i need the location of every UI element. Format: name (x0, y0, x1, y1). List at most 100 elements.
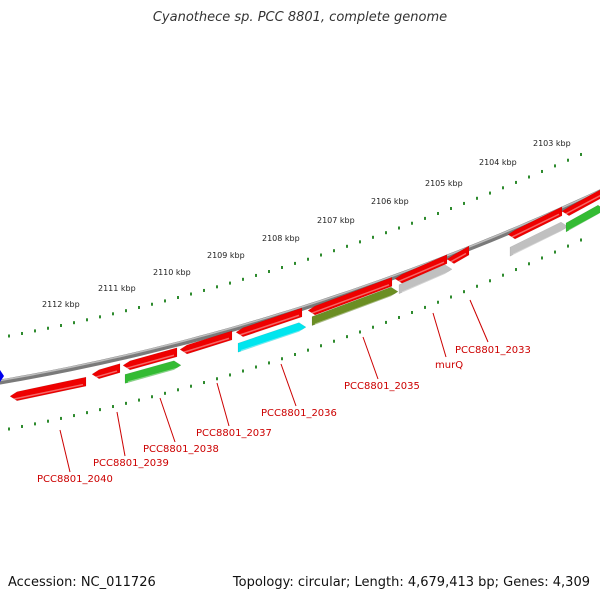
inner-tick-dot (333, 339, 335, 343)
outer-tick-dot (450, 207, 452, 210)
outer-tick-dot (268, 270, 270, 274)
outer-tick-dot (99, 315, 101, 319)
inner-tick-dot (268, 361, 270, 365)
scale-label-2104: 2104 kbp (479, 158, 517, 167)
inner-tick-dot (424, 305, 426, 309)
inner-tick-dot (34, 422, 36, 426)
leader-line-7 (469, 299, 489, 343)
outer-tick-dot (47, 326, 49, 330)
outer-tick-dot (294, 261, 296, 265)
gene-red-3-shade (125, 354, 175, 370)
outer-tick-dot (60, 324, 62, 327)
leader-line-0 (59, 429, 71, 473)
inner-tick-dot (502, 273, 504, 277)
inner-tick-dot (73, 414, 75, 418)
inner-tick-dot (8, 427, 10, 431)
outer-scale-ticks (8, 152, 582, 338)
inner-tick-dot (294, 352, 296, 356)
inner-tick-dot (86, 411, 88, 415)
inner-tick-dot (476, 284, 478, 288)
inner-tick-dot (346, 335, 348, 339)
gene-label-pcc8801-2038: PCC8801_2038 (143, 444, 219, 455)
outer-tick-dot (112, 312, 114, 316)
inner-tick-dot (450, 295, 452, 299)
inner-tick-dot (411, 310, 413, 314)
gene-red-6 (307, 276, 393, 316)
outer-tick-dot (372, 235, 374, 239)
gene-red-7-shade (397, 261, 445, 283)
inner-tick-dot (99, 408, 101, 412)
inner-tick-dot (489, 279, 491, 283)
outer-tick-dot (567, 158, 569, 162)
inner-tick-dot (112, 405, 114, 409)
inner-tick-dot (177, 388, 179, 392)
gene-features (0, 189, 600, 402)
inner-scale-ticks (8, 238, 582, 431)
inner-tick-dot (229, 373, 231, 377)
scale-label-2111: 2111 kbp (98, 284, 136, 293)
outer-tick-dot (411, 221, 413, 225)
gene-murq-shade (401, 271, 450, 293)
outer-tick-dot (34, 329, 36, 333)
gene-label-pcc8801-2037: PCC8801_2037 (196, 428, 272, 439)
gene-pcc8801-2035-shade (314, 293, 396, 325)
leader-line-4 (280, 363, 297, 407)
outer-tick-dot (320, 253, 322, 257)
inner-tick-dot (320, 344, 322, 348)
gene-red-4 (179, 330, 233, 355)
inner-tick-dot (463, 290, 465, 294)
gene-red-8-shade (449, 252, 467, 263)
outer-tick-dot (229, 281, 231, 285)
inner-tick-dot (307, 348, 309, 352)
outer-tick-dot (580, 152, 582, 156)
outer-tick-dot (138, 306, 140, 310)
leader-line-5 (362, 336, 379, 380)
gene-green-2 (565, 204, 600, 233)
inner-tick-dot (580, 238, 582, 242)
gene-pcc8801-2039 (91, 363, 121, 380)
gene-gray-2 (509, 221, 569, 257)
outer-tick-dot (190, 292, 192, 296)
map-title: Cyanothece sp. PCC 8801, complete genome (152, 10, 448, 25)
outer-tick-dot (463, 201, 465, 205)
outer-tick-dot (515, 180, 517, 184)
inner-tick-dot (21, 424, 23, 428)
outer-tick-dot (528, 175, 530, 179)
gene-blue-edge (0, 370, 4, 382)
gene-pcc8801-2038-shade (127, 367, 179, 383)
gene-red-8 (446, 245, 470, 264)
inner-tick-dot (437, 300, 439, 304)
gene-green-2-shade (568, 212, 600, 232)
outer-tick-dot (125, 309, 127, 313)
gene-label-pcc8801-2040: PCC8801_2040 (37, 474, 113, 485)
backbone-highlight (0, 189, 600, 382)
inner-tick-dot (151, 395, 153, 399)
outer-tick-dot (554, 164, 556, 168)
gene-pcc8801-2036-shade (240, 329, 304, 352)
gene-label-pcc8801-2036: PCC8801_2036 (261, 408, 337, 419)
inner-tick-dot (554, 250, 556, 254)
gene-red-5-shade (238, 314, 300, 336)
outer-tick-dot (255, 273, 257, 277)
outer-tick-dot (216, 285, 218, 289)
scale-label-2107: 2107 kbp (317, 216, 355, 225)
inner-tick-dot (372, 325, 374, 329)
outer-tick-dot (502, 186, 504, 190)
gene-red-3 (122, 347, 178, 371)
inner-tick-dot (281, 357, 283, 361)
inner-tick-dot (203, 381, 205, 385)
outer-tick-dot (398, 226, 400, 230)
gene-pcc8801-2040-shade (12, 383, 84, 401)
gene-gray-2-shade (512, 228, 566, 256)
outer-tick-dot (489, 191, 491, 195)
outer-tick-dot (333, 249, 335, 253)
outer-tick-dot (8, 334, 10, 338)
outer-tick-dot (281, 265, 283, 269)
inner-tick-dot (528, 262, 530, 266)
inner-tick-dot (138, 398, 140, 402)
leader-line-2 (159, 397, 176, 443)
leader-line-6 (432, 312, 447, 358)
gene-pcc8801-2040 (9, 376, 87, 402)
